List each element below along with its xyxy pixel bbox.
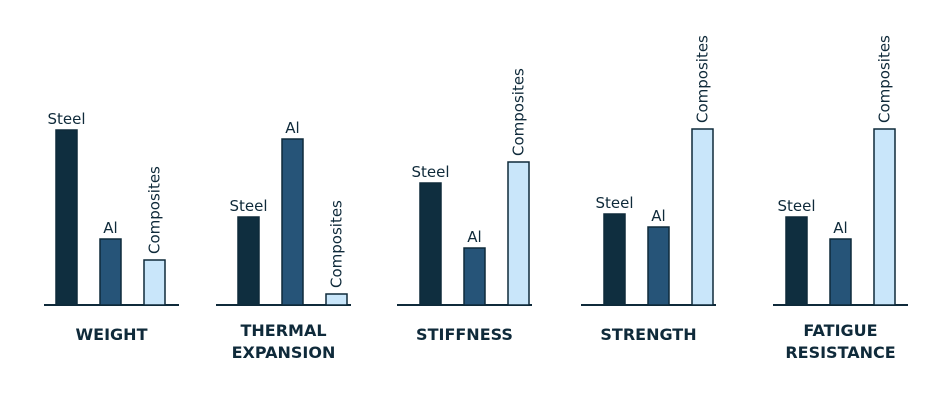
group-title-fatigue-resistance-line-2: RESISTANCE xyxy=(785,343,895,362)
bar-label-weight-steel: Steel xyxy=(47,110,85,128)
bar-fatigue-resistance-composites xyxy=(873,128,896,306)
bar-label-weight-al: Al xyxy=(103,219,117,237)
bar-thermal-expansion-steel xyxy=(237,216,260,306)
bar-label-fatigue-resistance-steel: Steel xyxy=(777,197,815,215)
bar-weight-steel xyxy=(55,129,78,306)
group-title-stiffness: STIFFNESS xyxy=(416,325,513,344)
group-title-thermal-expansion-line-2: EXPANSION xyxy=(232,343,336,362)
bar-label-stiffness-al: Al xyxy=(467,228,481,246)
group-title-thermal-expansion-line-1: THERMAL xyxy=(240,321,326,340)
bar-label-stiffness-steel: Steel xyxy=(411,163,449,181)
bar-label-fatigue-resistance-composites: Composites xyxy=(876,35,894,123)
bar-strength-steel xyxy=(603,213,626,306)
bar-label-stiffness-composites: Composites xyxy=(510,68,528,156)
bar-label-thermal-expansion-steel: Steel xyxy=(229,197,267,215)
bar-strength-composites xyxy=(691,128,714,306)
bar-label-weight-composites: Composites xyxy=(146,166,164,254)
group-title-weight: WEIGHT xyxy=(76,325,148,344)
bar-fatigue-resistance-steel xyxy=(785,216,808,306)
bar-stiffness-al xyxy=(463,247,486,306)
bar-weight-al xyxy=(99,238,122,306)
bar-label-thermal-expansion-al: Al xyxy=(285,119,299,137)
bar-thermal-expansion-composites xyxy=(325,293,348,306)
bar-label-strength-al: Al xyxy=(651,207,665,225)
bar-thermal-expansion-al xyxy=(281,138,304,306)
bar-stiffness-steel xyxy=(419,182,442,306)
bar-strength-al xyxy=(647,226,670,306)
bar-weight-composites xyxy=(143,259,166,306)
group-title-strength: STRENGTH xyxy=(600,325,696,344)
group-title-fatigue-resistance-line-1: FATIGUE xyxy=(803,321,877,340)
bar-fatigue-resistance-al xyxy=(829,238,852,306)
bar-label-strength-composites: Composites xyxy=(694,35,712,123)
bar-label-fatigue-resistance-al: Al xyxy=(833,219,847,237)
bar-label-strength-steel: Steel xyxy=(595,194,633,212)
bar-stiffness-composites xyxy=(507,161,530,306)
bar-label-thermal-expansion-composites: Composites xyxy=(328,200,346,288)
